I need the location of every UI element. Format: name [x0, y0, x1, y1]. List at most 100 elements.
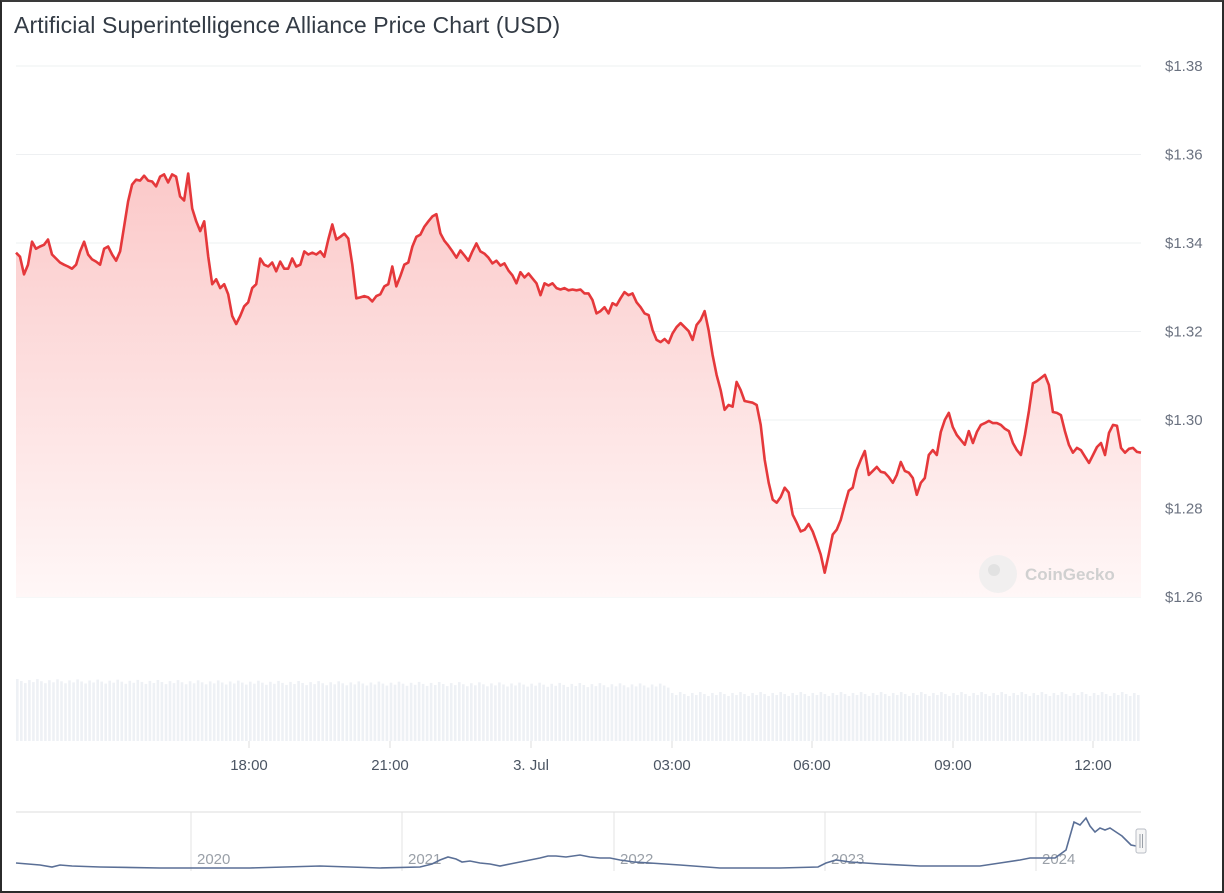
navigator[interactable]: 2020 2021 2022 2023 2024 [15, 811, 1147, 871]
volume-bar [1040, 692, 1044, 741]
volume-bar [823, 694, 827, 741]
volume-bar [341, 683, 344, 741]
volume-bar [582, 685, 586, 741]
volume-bar [598, 683, 602, 741]
y-axis-label: $1.34 [1165, 235, 1203, 252]
volume-bar [755, 695, 758, 741]
volume-bar [224, 684, 228, 741]
volume-bar [940, 692, 943, 741]
volume-bar [606, 687, 610, 741]
volume-bar [1072, 693, 1076, 741]
volume-bar [128, 680, 132, 741]
volume-bar [1016, 695, 1019, 741]
y-axis-label: $1.32 [1165, 324, 1203, 341]
volume-bar [799, 692, 803, 741]
volume-bar [1064, 694, 1068, 741]
volume-bar [650, 684, 654, 741]
volume-bar [683, 694, 686, 741]
volume-bar [297, 681, 300, 741]
volume-bar [530, 683, 533, 741]
volume-bar [498, 682, 501, 741]
volume-bar [614, 686, 618, 741]
navigator-year-label: 2024 [1042, 851, 1075, 868]
volume-bar [538, 682, 541, 741]
volume-bar [228, 681, 232, 741]
volume-bar [743, 694, 746, 741]
volume-bar [646, 687, 650, 741]
volume-bar [626, 687, 630, 741]
volume-bar [345, 685, 349, 741]
volume-bar [924, 694, 927, 741]
volume-bar [1052, 693, 1056, 741]
volume-bar [542, 684, 545, 741]
volume-bar [956, 695, 959, 741]
volume-bar [1137, 695, 1140, 741]
volume-bar [124, 683, 128, 741]
volume-bar [1028, 696, 1032, 741]
volume-bar [216, 680, 220, 741]
volume-bar [807, 696, 811, 741]
volume-bar [1128, 696, 1132, 741]
volume-bar [510, 683, 513, 741]
volume-bar [494, 685, 497, 741]
volume-bar [200, 682, 204, 741]
volume-bar [1092, 693, 1096, 741]
volume-bar [526, 686, 529, 741]
volume-bar [337, 681, 340, 741]
volume-bar [546, 686, 549, 741]
volume-bar [695, 695, 698, 741]
volume-bar [1036, 695, 1040, 741]
volume-bar [630, 684, 634, 741]
volume-bar [32, 682, 35, 741]
volume-bar [196, 680, 200, 741]
volume-bar [269, 681, 272, 741]
volume-bar [1020, 692, 1024, 741]
volume-bar [120, 681, 124, 741]
volume-bar [622, 685, 626, 741]
volume-bar [936, 695, 939, 741]
x-axis-label: 03:00 [653, 757, 691, 774]
navigator-handle[interactable] [1135, 828, 1147, 854]
volume-bar [80, 681, 83, 741]
volume-bar [674, 695, 678, 741]
volume-bar [711, 693, 714, 741]
x-axis-label: 3. Jul [513, 757, 549, 774]
volume-bar [44, 683, 47, 741]
volume-bar [241, 682, 244, 741]
volume-bar [478, 682, 481, 741]
volume-bar [763, 694, 766, 741]
volume-bar [566, 686, 569, 741]
volume-bar [1124, 694, 1128, 741]
volume-bar [715, 695, 718, 741]
volume-bar [233, 683, 236, 741]
volume-bar [245, 684, 248, 741]
volume-bar [707, 696, 710, 741]
volume-bar [887, 696, 891, 741]
volume-bar [188, 681, 192, 741]
navigator-year-label: 2022 [620, 851, 653, 868]
volume-bar [863, 694, 867, 741]
volume-bar [767, 696, 770, 741]
volume-bar [152, 683, 156, 741]
volume-bar [928, 696, 931, 741]
volume-bar [803, 694, 807, 741]
volume-bar [968, 696, 971, 741]
volume-bar [325, 685, 328, 741]
volume-bar [466, 686, 469, 741]
volume-bar [212, 683, 216, 741]
volume-bar [56, 679, 59, 741]
volume-bar [891, 693, 895, 741]
volume-bar [1044, 694, 1048, 741]
volume-bar [662, 685, 666, 741]
volume-bar [28, 680, 31, 741]
volume-bar [719, 692, 722, 741]
volume-bar [204, 684, 208, 741]
volume-bar [666, 687, 670, 741]
volume-bar [361, 683, 365, 741]
volume-bar [594, 686, 598, 741]
volume-bar [871, 693, 875, 741]
volume-bar [554, 685, 557, 741]
volume-bar [1108, 696, 1112, 741]
volume-bar [964, 694, 967, 741]
